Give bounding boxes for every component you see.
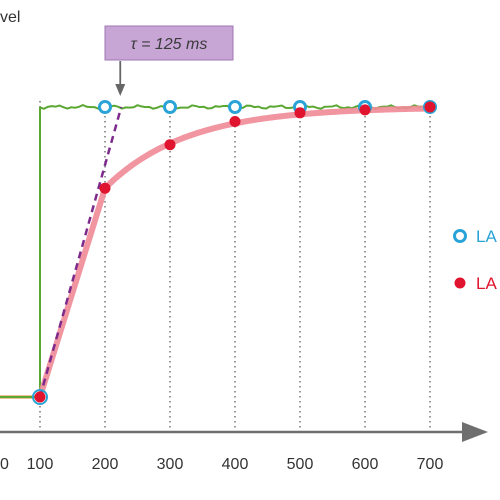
legend-open-marker-icon	[453, 229, 467, 243]
x-axis-arrow-icon	[462, 422, 488, 442]
filled-marker	[164, 139, 176, 151]
filled-marker	[229, 116, 241, 127]
open-marker	[228, 100, 242, 114]
legend-filled-marker-icon	[454, 277, 466, 289]
tangent-line	[38, 106, 123, 398]
grid	[39, 101, 431, 432]
x-tick-labels: 100 200 300 400 500 600 700 0	[0, 456, 443, 473]
x-tick-label: 400	[222, 456, 249, 473]
x-tick-label: 600	[352, 456, 379, 473]
x-axis	[0, 422, 488, 442]
annotation-arrowhead-icon	[115, 84, 126, 96]
legend: LA LA	[453, 227, 497, 293]
legend-label: LA	[476, 274, 497, 293]
x-tick-label: 500	[287, 456, 314, 473]
legend-label: LA	[476, 227, 497, 246]
y-axis-label: vel	[0, 9, 20, 26]
x-tick-label: 100	[27, 456, 54, 473]
filled-marker	[359, 104, 371, 116]
open-marker	[163, 100, 177, 114]
x-tick-label: 700	[417, 456, 444, 473]
tau-annotation: τ = 125 ms	[104, 25, 234, 96]
start-marker-ring	[32, 389, 48, 405]
x-tick-label: 200	[92, 456, 119, 473]
filled-marker	[294, 107, 306, 119]
filled-marker	[34, 391, 46, 403]
open-marker	[98, 100, 112, 114]
annotation-text: τ = 125 ms	[131, 36, 208, 53]
x-tick-label-partial: 0	[0, 456, 9, 473]
filled-marker	[99, 182, 111, 194]
series-group	[0, 100, 437, 405]
x-tick-label: 300	[157, 456, 184, 473]
filled-marker	[424, 101, 436, 113]
annotation-box	[104, 25, 234, 61]
